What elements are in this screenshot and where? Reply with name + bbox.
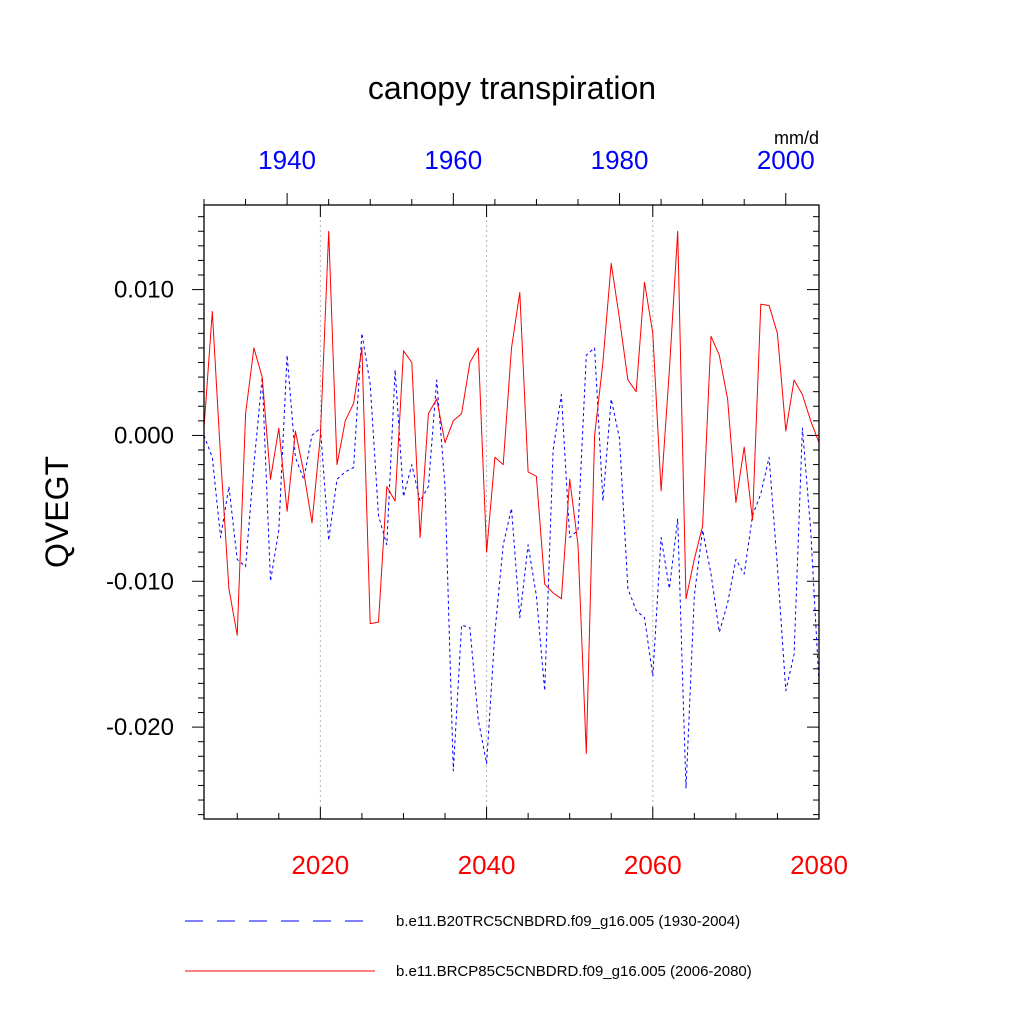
legend-label-series-2: b.e11.BRCP85C5CNBDRD.f09_g16.005 (2006-2… [396,963,752,980]
x-tick-label-bottom: 2060 [624,850,682,880]
y-tick-label: -0.010 [106,568,174,595]
y-axis-label: QVEGT [39,456,75,568]
x-tick-label-top: 1960 [424,145,482,175]
gridlines [319,205,654,819]
y-tick-label: -0.020 [106,714,174,741]
x-tick-label-bottom: 2020 [291,850,349,880]
series-line-1 [203,332,820,789]
x-tick-label-top: 1980 [591,145,649,175]
bottom-axis: 2020 2040 2060 2080 [236,205,848,880]
y-tick-label: 0.010 [114,277,174,304]
plot-frame [203,204,820,820]
x-tick-label-bottom: 2040 [458,850,516,880]
legend: b.e11.B20TRC5CNBDRD.f09_g16.005 (1930-20… [185,913,752,980]
x-tick-label-top: 1940 [258,145,316,175]
chart-title: canopy transpiration [368,70,656,106]
plot-lines [203,230,820,789]
legend-label-series-1: b.e11.B20TRC5CNBDRD.f09_g16.005 (1930-20… [396,913,740,930]
top-axis: 1940 1960 1980 2000 [203,145,815,205]
left-axis: -0.020 -0.010 0.000 0.010 [106,216,204,816]
right-axis [807,216,819,816]
y-tick-label: 0.000 [114,422,174,449]
series-line-2 [203,230,820,754]
units-label: mm/d [774,128,819,148]
x-tick-label-top: 2000 [757,145,815,175]
x-tick-label-bottom: 2080 [790,850,848,880]
